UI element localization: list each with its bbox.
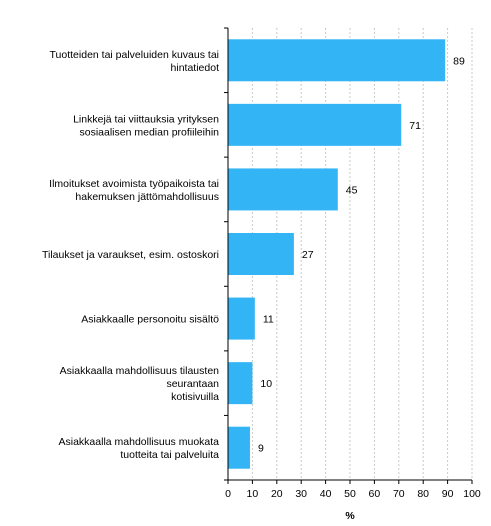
category-label: Asiakkaalla mahdollisuus muokata tuotteit… — [59, 436, 220, 461]
x-tick-label: 40 — [320, 488, 332, 500]
category-label: Linkkejä tai viittauksia yrityksen sosiaa… — [73, 113, 219, 138]
data-label: 11 — [263, 314, 274, 326]
data-label: 45 — [346, 184, 358, 196]
axes — [224, 27, 473, 484]
x-tick-labels: 0 10 20 30 40 50 60 70 80 90 100 — [225, 488, 481, 500]
x-tick-label: 100 — [463, 488, 481, 500]
category-label: Asiakkaalla mahdollisuus tilausten seuran… — [60, 365, 219, 403]
grid-lines — [251, 28, 473, 480]
x-tick-label: 10 — [247, 488, 259, 500]
bar — [228, 168, 338, 211]
category-label: Asiakkaalle personoitu sisältö — [81, 314, 219, 326]
bar — [228, 233, 294, 275]
data-label: 10 — [260, 378, 272, 390]
bar — [228, 103, 402, 146]
x-axis-title: % — [345, 510, 355, 522]
x-tick-label: 60 — [369, 488, 381, 500]
category-labels: Tuotteiden tai palveluiden kuvaus tai hin… — [42, 49, 219, 461]
x-tick-label: 80 — [417, 488, 429, 500]
x-tick-label: 0 — [225, 488, 231, 500]
data-label: 27 — [302, 249, 314, 261]
bar — [228, 297, 255, 340]
data-label: 9 — [258, 443, 264, 455]
bar — [228, 426, 250, 469]
x-tick-label: 30 — [295, 488, 307, 500]
data-label: 89 — [453, 55, 465, 67]
x-tick-label: 70 — [393, 488, 405, 500]
data-label: 71 — [409, 120, 421, 132]
category-label: Ilmoitukset avoimista työpaikoista tai ha… — [49, 178, 219, 203]
data-labels: 89 71 45 27 11 10 9 — [258, 55, 465, 454]
x-tick-label: 50 — [344, 488, 356, 500]
category-label: Tuotteiden tai palveluiden kuvaus tai hin… — [50, 49, 220, 74]
bars — [228, 39, 446, 469]
category-label: Tilaukset ja varaukset, esim. ostoskori — [42, 249, 219, 261]
x-tick-label: 20 — [271, 488, 283, 500]
x-tick-label: 90 — [442, 488, 454, 500]
bar — [228, 39, 446, 82]
bar — [228, 362, 253, 405]
